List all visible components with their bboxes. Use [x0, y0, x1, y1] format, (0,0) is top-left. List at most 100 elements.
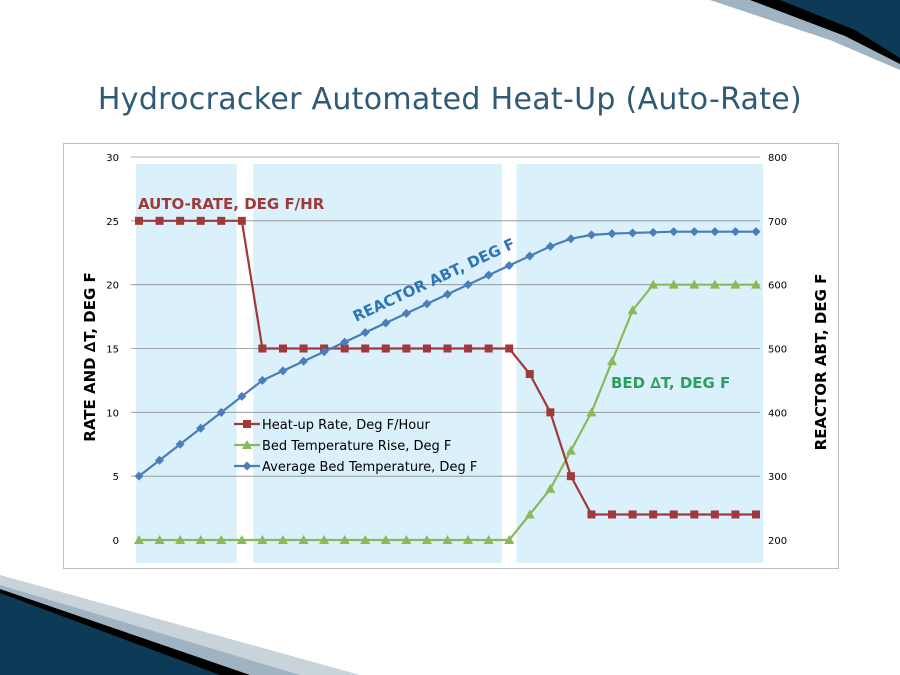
series-2-point — [175, 535, 186, 544]
series-3-point — [586, 230, 596, 240]
series-3-point — [257, 375, 267, 385]
series-3-point — [299, 356, 309, 366]
series-2-point — [380, 535, 391, 544]
series-1-point — [196, 216, 205, 225]
series-layer — [134, 216, 761, 544]
series-1-point — [176, 216, 185, 225]
series-3-point — [196, 423, 206, 433]
legend-marker — [242, 440, 252, 449]
legend-marker — [242, 461, 252, 471]
legend-label: Heat-up Rate, Deg F/Hour — [262, 418, 430, 433]
shaded-band-2 — [253, 164, 502, 563]
series-3-point — [710, 227, 720, 237]
annotation-auto-rate: AUTO-RATE, DEG F/HR — [138, 195, 325, 213]
series-1-point — [340, 344, 349, 353]
series-2-point — [709, 279, 720, 289]
series-1-point — [258, 344, 267, 353]
series-1-point — [566, 472, 575, 481]
series-3-point — [443, 289, 452, 299]
series-3 — [134, 227, 761, 481]
series-2-point — [483, 535, 494, 544]
legend-marker — [243, 420, 251, 428]
y2-tick-label: 700 — [768, 217, 787, 228]
series-3-point — [669, 227, 679, 237]
series-2-point — [668, 279, 679, 289]
series-3-point — [730, 227, 740, 237]
series-1-point — [381, 344, 390, 353]
y-tick-label: 10 — [106, 408, 119, 419]
annotation-bed-dt: BED ∆T, DEG F — [611, 374, 730, 392]
series-3-point — [237, 391, 247, 401]
series-3-point — [155, 455, 165, 465]
series-2-point — [689, 279, 700, 289]
series-3-point — [381, 318, 391, 328]
series-3-point — [278, 366, 288, 376]
series-2-point — [504, 535, 515, 544]
series-3-point — [340, 337, 350, 347]
series-3-point — [689, 227, 699, 237]
right-axis-ticks: 200 300 400 500 600 700 800 — [768, 153, 787, 547]
dual-axis-line-chart: 0 5 10 15 20 25 30 200 300 400 500 600 700 800 RATE … — [81, 153, 830, 563]
series-1 — [135, 216, 760, 519]
series-1-point — [731, 510, 740, 519]
series-1-point — [237, 216, 246, 225]
series-2-point — [298, 535, 309, 544]
series-2-point — [236, 535, 247, 544]
series-1-point — [649, 510, 658, 519]
series-3-point — [525, 251, 535, 261]
series-2-point — [277, 535, 288, 544]
series-1-point — [710, 510, 719, 519]
series-3-point — [401, 308, 411, 318]
legend-label: Average Bed Temperature, Deg F — [262, 460, 477, 475]
series-2-point — [463, 535, 474, 544]
corner-swoosh-bottom-left — [0, 575, 360, 675]
y2-tick-label: 400 — [768, 408, 787, 419]
y-tick-label: 0 — [113, 536, 119, 547]
series-2 — [134, 279, 761, 544]
series-1-point — [402, 344, 411, 353]
y-tick-label: 5 — [113, 472, 119, 483]
series-1-point — [752, 510, 760, 519]
y-tick-label: 30 — [106, 153, 119, 164]
series-2-point — [442, 535, 453, 544]
series-2-point — [195, 535, 206, 544]
series-3-point — [566, 234, 576, 244]
series-2-point — [154, 535, 165, 544]
series-1-point — [422, 344, 431, 353]
series-2-point — [401, 535, 412, 544]
series-2-point — [339, 535, 350, 544]
series-1-point — [299, 344, 308, 353]
series-2-point — [607, 356, 618, 366]
y-tick-label: 25 — [106, 217, 119, 228]
series-2-point — [545, 483, 556, 493]
series-1-point — [669, 510, 678, 519]
series-3-point — [360, 328, 370, 338]
y2-axis-label: REACTOR ABT, DEG F — [812, 274, 830, 451]
series-1-point — [464, 344, 473, 353]
series-1-point — [505, 344, 514, 353]
series-2-point — [421, 535, 432, 544]
series-3-point — [484, 270, 494, 280]
y-axis-label: RATE AND ∆T, DEG F — [81, 272, 99, 441]
series-3-point — [216, 407, 226, 417]
y2-tick-label: 200 — [768, 536, 787, 547]
series-2-point — [257, 535, 268, 544]
series-1-point — [155, 216, 164, 225]
y2-tick-label: 600 — [768, 281, 787, 292]
series-3-point — [319, 347, 329, 357]
legend-label: Bed Temperature Rise, Deg F — [262, 439, 451, 454]
series-1-point — [484, 344, 493, 353]
series-1-point — [690, 510, 699, 519]
series-3-point — [422, 299, 432, 309]
series-3-point — [751, 227, 761, 237]
series-2-point — [134, 535, 144, 544]
series-1-point — [443, 344, 452, 353]
shaded-bands — [136, 164, 764, 563]
y2-tick-label: 300 — [768, 472, 787, 483]
corner-swoosh-top-right — [670, 0, 900, 70]
y-tick-label: 15 — [106, 345, 119, 356]
series-2-point — [319, 535, 330, 544]
legend: Heat-up Rate, Deg F/Hour Bed Temperature … — [234, 418, 477, 475]
series-3-point — [134, 471, 144, 481]
series-1-point — [217, 216, 226, 225]
